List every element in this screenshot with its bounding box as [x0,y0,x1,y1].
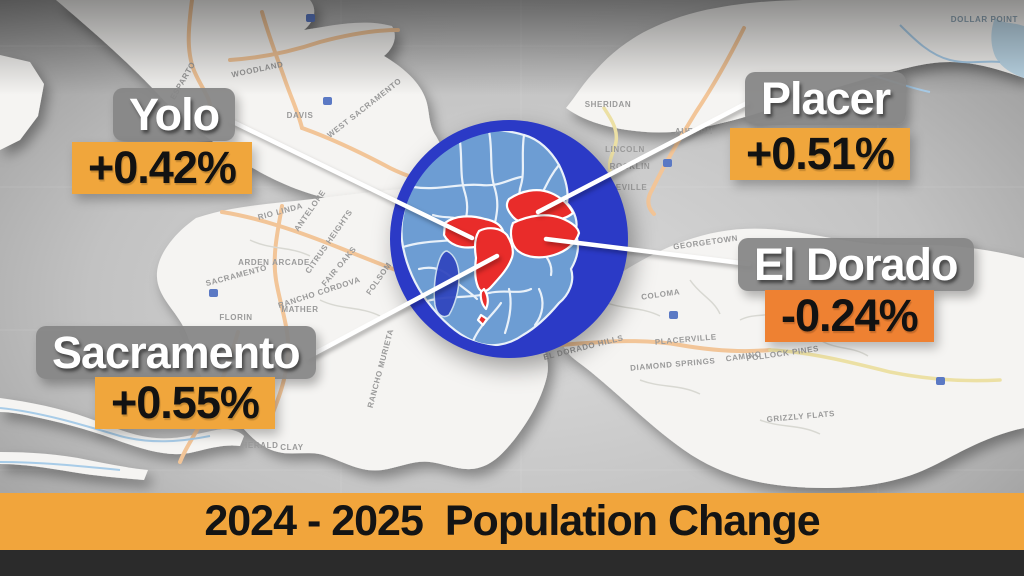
county-name-placer: Placer [745,72,907,125]
county-name-sacramento: Sacramento [36,326,316,379]
map-label: FLORIN [219,313,252,322]
callout-line-yolo [228,118,475,241]
county-change-sacramento: +0.55% [95,377,275,429]
map-label: HERALD [242,441,279,450]
county-el-dorado-highlight [509,214,581,259]
bottom-strip [0,550,1024,576]
inset-county-grid [401,131,581,347]
callout-line-el-dorado [543,236,752,267]
map-label: SHERIDAN [585,100,632,109]
highlighted-counties [442,189,581,327]
county-name-yolo: Yolo [113,88,236,141]
map-label: ROSEVILLE [597,183,648,192]
banner-date-range: 2024 - 2025 [204,497,424,545]
banner-title: Population Change [444,497,821,545]
title-banner: 2024 - 2025 Population Change [0,493,1024,550]
map-label: MATHER [281,305,318,314]
county-change-el-dorado: -0.24% [765,290,934,342]
county-name-el-dorado: El Dorado [738,238,974,291]
map-label: DAVIS [287,111,314,120]
minor-roads [249,239,869,435]
county-sacramento-dot [476,313,489,327]
county-change-yolo: +0.42% [72,142,252,194]
callout-line-sacramento [305,253,500,360]
inset-map [389,119,629,359]
map-label: LINCOLN [605,145,645,154]
inset-map-svg [390,120,628,358]
county-change-placer: +0.51% [730,128,910,180]
map-label: CLAY [280,443,304,452]
county-sacramento-tail [479,287,489,311]
callout-line-placer [535,100,750,215]
map-label: ARDEN ARCADE [238,258,310,267]
secondary-roads [602,106,1002,383]
